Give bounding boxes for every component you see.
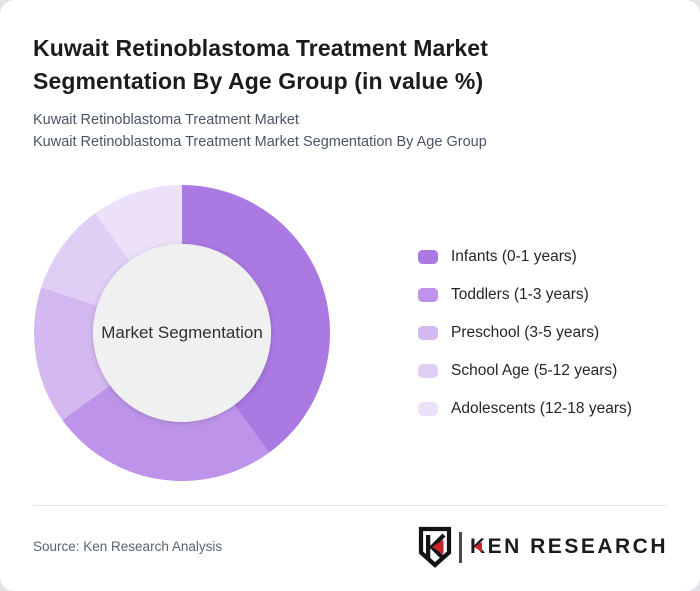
legend-item-3: School Age (5-12 years) bbox=[418, 362, 632, 379]
logo-k-red-triangle-icon bbox=[474, 542, 483, 552]
subtitle-line-1: Kuwait Retinoblastoma Treatment Market bbox=[33, 112, 299, 128]
legend-swatch-icon bbox=[418, 250, 438, 264]
page-title-line-1: Kuwait Retinoblastoma Treatment Market bbox=[33, 35, 488, 61]
legend-item-4: Adolescents (12-18 years) bbox=[418, 400, 632, 417]
shield-k-red-triangle bbox=[431, 539, 444, 555]
page-title-line-2: Segmentation By Age Group (in value %) bbox=[33, 68, 484, 94]
footer-divider bbox=[33, 505, 667, 506]
donut-chart: Market Segmentation bbox=[34, 185, 330, 481]
shield-k-stem bbox=[425, 535, 431, 559]
page-title: Kuwait Retinoblastoma Treatment Market Se… bbox=[33, 32, 488, 98]
legend-item-2: Preschool (3-5 years) bbox=[418, 324, 632, 341]
chart-legend: Infants (0-1 years) Toddlers (1-3 years) P… bbox=[418, 248, 632, 417]
legend-label: Toddlers (1-3 years) bbox=[451, 286, 589, 303]
legend-swatch-icon bbox=[418, 326, 438, 340]
legend-swatch-icon bbox=[418, 288, 438, 302]
donut-slice-3 bbox=[41, 213, 130, 306]
legend-item-1: Toddlers (1-3 years) bbox=[418, 286, 632, 303]
subtitle-line-2: Kuwait Retinoblastoma Treatment Market S… bbox=[33, 133, 487, 150]
legend-item-0: Infants (0-1 years) bbox=[418, 248, 632, 265]
donut-chart-svg bbox=[34, 185, 330, 481]
donut-slice-2 bbox=[34, 287, 110, 420]
legend-label: School Age (5-12 years) bbox=[451, 362, 618, 379]
logo-wordmark-text: KEN RESEARCH bbox=[469, 535, 668, 558]
ken-research-shield-icon bbox=[418, 526, 452, 568]
legend-label: Infants (0-1 years) bbox=[451, 248, 577, 265]
donut-slice-1 bbox=[62, 385, 269, 481]
logo-divider-bar bbox=[458, 531, 462, 563]
donut-inner-circle bbox=[93, 244, 271, 422]
legend-swatch-icon bbox=[418, 402, 438, 416]
shield-k-arms bbox=[428, 533, 446, 561]
ken-research-logo: KEN RESEARCH bbox=[418, 526, 668, 568]
legend-label: Adolescents (12-18 years) bbox=[451, 400, 632, 417]
source-attribution: Source: Ken Research Analysis bbox=[33, 539, 223, 554]
legend-swatch-icon bbox=[418, 364, 438, 378]
donut-slice-0 bbox=[182, 185, 330, 453]
legend-label: Preschool (3-5 years) bbox=[451, 324, 600, 341]
chart-subtitle: Kuwait Retinoblastoma Treatment Market Ku… bbox=[33, 110, 487, 153]
logo-wordmark: KEN RESEARCH bbox=[470, 535, 668, 559]
donut-slice-4 bbox=[95, 185, 182, 261]
